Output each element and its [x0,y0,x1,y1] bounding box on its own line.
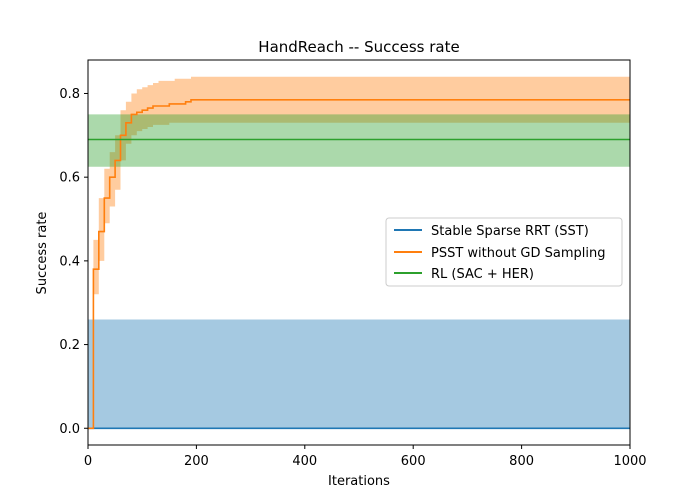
band-sst [88,319,630,429]
x-tick-label: 600 [401,454,426,469]
y-axis-ticks: 0.0 0.2 0.4 0.6 0.8 [59,87,88,437]
y-tick-label: 0.6 [59,171,80,186]
y-tick-label: 0.2 [59,338,80,353]
y-axis-label: Success rate [35,212,50,295]
band-rl [88,114,630,167]
x-tick-label: 0 [84,454,92,469]
axes-frame [87,59,631,446]
x-tick-label: 1000 [613,454,646,469]
series-lines [88,99,630,430]
x-tick-label: 800 [509,454,534,469]
legend-label-rl: RL (SAC + HER) [431,267,534,282]
x-tick-label: 200 [184,454,209,469]
y-tick-label: 0.4 [59,254,80,269]
line-psst [88,99,630,430]
legend-box [385,217,623,287]
legend-label-sst: Stable Sparse RRT (SST) [431,224,589,239]
chart-title: HandReach -- Success rate [258,38,459,56]
legend-label-psst: PSST without GD Sampling [431,246,605,261]
y-tick-label: 0.0 [59,422,80,437]
x-tick-label: 400 [292,454,317,469]
x-axis-label: Iterations [328,474,390,489]
legend: Stable Sparse RRT (SST) PSST without GD … [385,217,623,287]
x-axis-ticks: 0 200 400 600 800 1000 [84,445,647,469]
y-tick-label: 0.8 [59,87,80,102]
